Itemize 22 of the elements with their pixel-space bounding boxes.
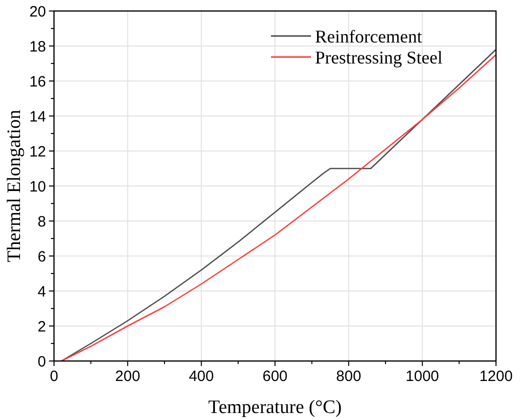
- y-tick-label: 2: [38, 318, 46, 336]
- y-axis-title: Thermal Elongation: [4, 109, 25, 262]
- y-tick-label: 20: [29, 3, 46, 20]
- x-tick-label: 1000: [406, 368, 440, 385]
- legend-label: Prestressing Steel: [315, 47, 442, 68]
- legend-label: Reinforcement: [315, 26, 422, 46]
- y-tick-label: 14: [29, 108, 46, 126]
- y-tick-label: 18: [29, 38, 46, 56]
- y-tick-label: 4: [38, 283, 46, 300]
- x-tick-label: 600: [262, 368, 288, 385]
- y-tick-label: 10: [29, 178, 46, 196]
- y-tick-label: 8: [38, 213, 46, 230]
- x-axis-title: Temperature (°C): [208, 397, 342, 418]
- x-tick-label: 800: [336, 368, 362, 385]
- y-tick-label: 0: [38, 353, 46, 370]
- y-tick-label: 6: [38, 248, 46, 266]
- x-tick-label: 400: [188, 368, 214, 385]
- y-tick-label: 16: [29, 73, 46, 90]
- x-tick-label: 200: [115, 368, 140, 385]
- x-tick-label: 0: [50, 368, 58, 385]
- y-tick-label: 12: [29, 143, 46, 160]
- x-tick-label: 1200: [479, 368, 513, 385]
